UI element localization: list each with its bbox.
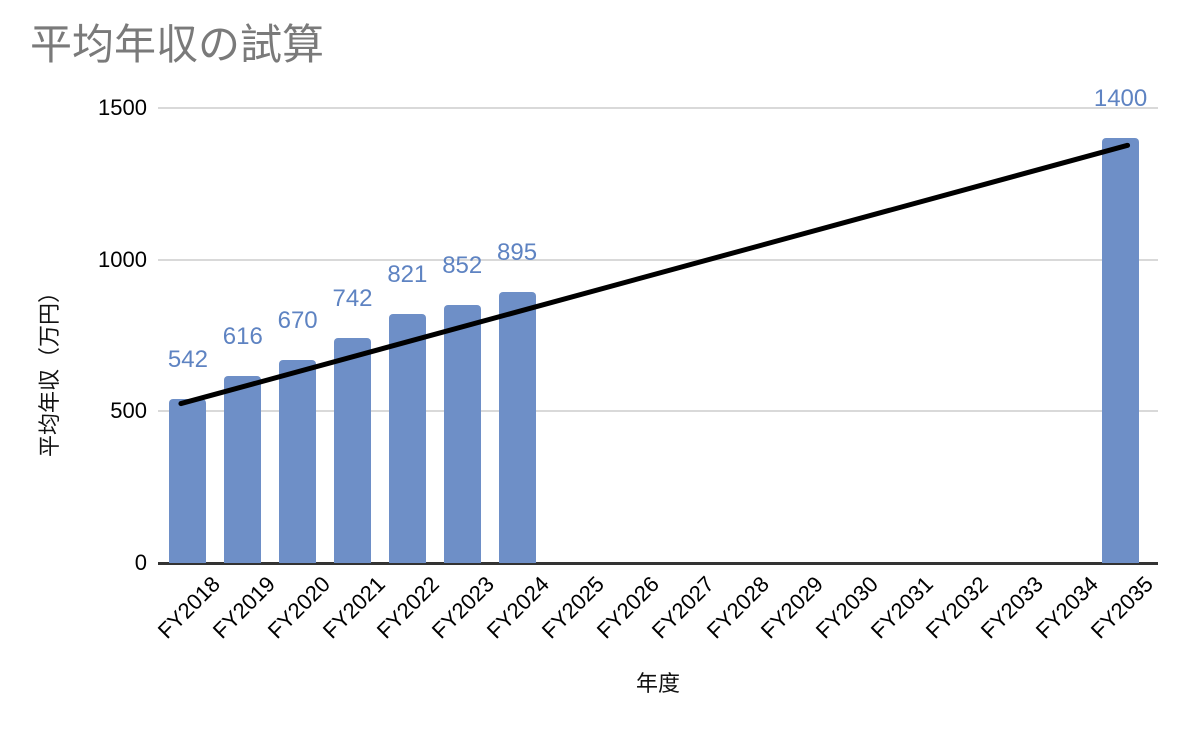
bar-label-FY2021: 742 bbox=[332, 284, 373, 312]
bar-FY2019 bbox=[224, 376, 262, 563]
gridline-500 bbox=[158, 410, 1158, 413]
bar-label-FY2022: 821 bbox=[387, 260, 428, 288]
x-axis-title: 年度 bbox=[635, 671, 680, 696]
x-axis-line bbox=[158, 561, 1158, 565]
trend-line bbox=[178, 142, 1131, 407]
bar-label-FY2020: 670 bbox=[277, 306, 318, 334]
bar-label-FY2023: 852 bbox=[442, 251, 483, 279]
y-tick-0: 0 bbox=[134, 550, 147, 575]
gridline-1500 bbox=[158, 107, 1158, 109]
bar-FY2022 bbox=[388, 313, 426, 563]
bar-label-FY2018: 542 bbox=[167, 345, 208, 373]
bar-FY2020 bbox=[279, 359, 317, 563]
bar-label-FY2024: 895 bbox=[497, 238, 538, 266]
trend-line-layer bbox=[178, 142, 1131, 407]
bar-FY2023 bbox=[443, 304, 481, 563]
bar-FY2024 bbox=[498, 291, 536, 563]
bar-FY2035 bbox=[1102, 138, 1140, 563]
y-tick-500: 500 bbox=[110, 398, 147, 424]
bar-FY2018 bbox=[169, 398, 207, 563]
bar-label-FY2035: 1400 bbox=[1093, 85, 1148, 113]
bar-label-FY2019: 616 bbox=[222, 323, 263, 351]
y-tick-1000: 1000 bbox=[98, 246, 147, 272]
bar-FY2021 bbox=[334, 337, 371, 563]
y-tick-1500: 1500 bbox=[98, 95, 147, 120]
chart-title: 平均年収の試算 bbox=[30, 21, 325, 68]
gridline-1000 bbox=[158, 258, 1158, 261]
